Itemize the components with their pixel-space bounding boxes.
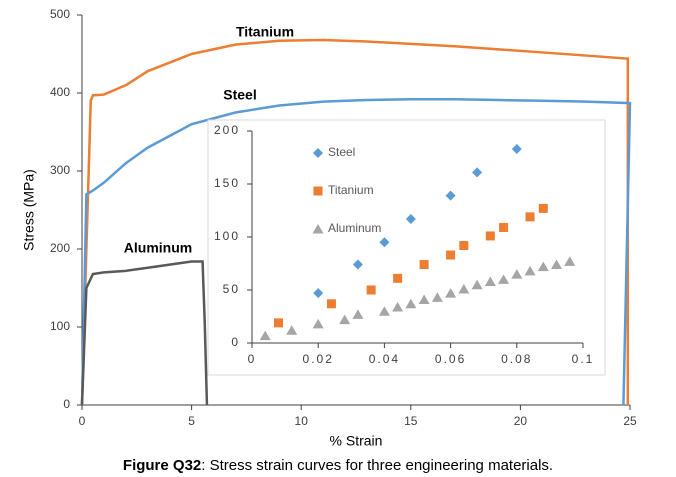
marker [366,285,376,295]
x-axis-title: % Strain [330,433,383,449]
marker [259,330,271,341]
legend-label: Steel [328,145,355,159]
marker [551,259,563,270]
marker [405,213,416,224]
marker [379,237,390,248]
marker [511,144,522,155]
marker [352,259,363,270]
y-tick-label: 500 [50,7,70,21]
legend-marker [313,148,323,158]
caption: Figure Q32: Stress strain curves for thr… [123,457,553,474]
marker [286,325,298,335]
marker [537,261,549,272]
legend-marker [313,186,323,196]
marker [524,265,536,276]
marker [312,318,324,329]
y-tick-label: 400 [50,85,70,99]
y-tick-label: 150 [214,176,240,190]
x-tick-label: 0.04 [369,352,400,366]
marker [472,167,483,178]
y-axis-title: Stress (MPa) [21,169,37,251]
caption-label: Figure Q32 [123,457,201,474]
x-tick-label: 0.06 [435,352,466,366]
x-tick-label: 5 [188,414,195,428]
y-tick-label: 50 [223,282,240,296]
series-label: Steel [223,87,256,103]
y-tick-label: 200 [214,123,240,137]
marker [511,269,523,279]
inset-panel [207,119,606,376]
marker [459,240,469,250]
x-tick-label: 0.02 [303,352,334,366]
marker [498,274,510,284]
y-tick-label: 300 [50,163,70,177]
marker [499,222,509,232]
marker [313,288,324,299]
series-label: Titanium [236,24,294,40]
x-tick-label: 0 [79,414,86,428]
legend-marker [312,224,324,234]
marker [484,276,496,287]
marker [326,299,336,309]
x-tick-label: 20 [514,414,528,428]
legend-label: Aluminum [328,221,381,235]
marker [392,301,404,312]
marker [445,288,457,298]
x-tick-label: 0.1 [572,352,595,366]
marker [445,190,456,201]
marker [378,306,390,316]
y-tick-label: 200 [50,241,70,255]
marker [564,256,576,266]
marker [352,309,364,319]
y-tick-label: 0 [231,335,240,349]
marker [431,292,443,302]
y-tick-label: 100 [50,319,70,333]
marker [471,279,483,290]
series-label: Aluminum [124,240,192,256]
marker [446,250,456,260]
series-line [80,97,632,406]
caption-text: : Stress strain curves for three enginee… [201,457,553,474]
marker [485,231,495,241]
series-line [80,260,209,406]
marker [538,203,548,213]
marker [419,260,429,270]
x-tick-label: 0 [248,352,257,366]
marker [525,212,535,222]
marker [405,298,417,309]
marker [393,273,403,283]
x-tick-label: 15 [404,414,418,428]
marker [273,318,283,328]
marker [339,314,351,325]
x-tick-label: 25 [623,414,637,428]
marker [458,283,470,294]
x-tick-label: 10 [295,414,309,428]
series-line [80,38,630,406]
marker [418,294,430,305]
y-tick-label: 100 [214,229,240,243]
y-tick-label: 0 [63,397,70,411]
x-tick-label: 0.08 [501,352,532,366]
legend-label: Titanium [328,183,374,197]
